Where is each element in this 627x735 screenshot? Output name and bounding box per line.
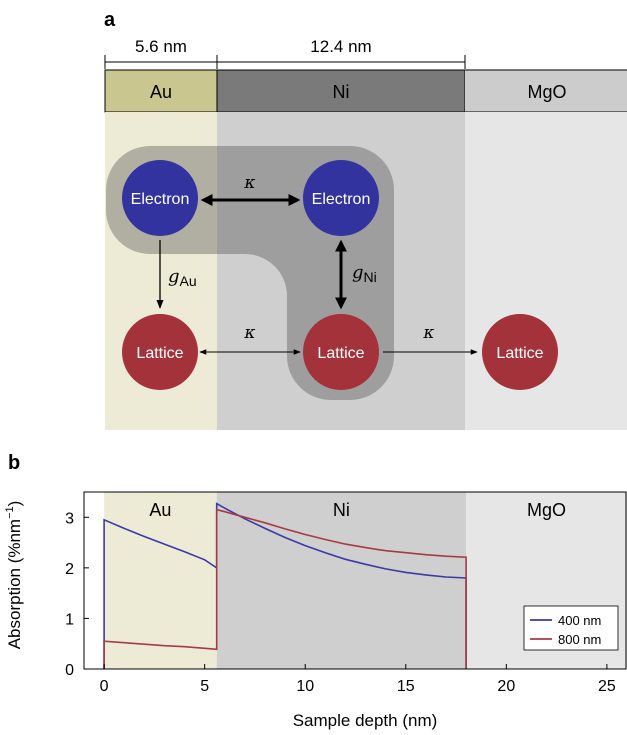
series-line-1: [103, 502, 467, 669]
au-layer-label: Au: [150, 82, 172, 102]
kappa-electron-label: κ: [243, 173, 255, 193]
mgo-lattice-label: Lattice: [496, 345, 543, 362]
y-axis-ticks: 0 1 2 3: [65, 510, 89, 679]
ni-electron-node: [303, 160, 379, 236]
legend-entry-label: 800 nm: [558, 632, 601, 647]
legend-box: [523, 605, 619, 651]
ni-chart-region-label: Ni: [333, 500, 350, 520]
panel-b-label: b: [8, 452, 20, 474]
y-tick-label: 3: [65, 510, 74, 527]
au-thickness-label: 5.6 nm: [135, 37, 187, 56]
au-lattice-node: [122, 314, 198, 390]
panel-a: a 5.6 nm 12.4 nm Au Ni MgO Electron Elec…: [104, 9, 627, 430]
chart-series: [103, 502, 467, 669]
ni-layer-label: Ni: [333, 82, 350, 102]
ni-electron-label: Electron: [312, 191, 371, 208]
mgo-lattice-node: [482, 314, 558, 390]
y-tick-label: 1: [65, 611, 74, 628]
kappa-lattice-right-label: κ: [422, 323, 434, 343]
au-lattice-label: Lattice: [136, 345, 183, 362]
panel-a-label: a: [104, 9, 116, 31]
au-electron-node: [122, 160, 198, 236]
mgo-layer-bar: [465, 70, 627, 112]
x-tick-label: 5: [200, 678, 209, 695]
g-ni-label: gNi: [352, 262, 377, 285]
chart-legend: 400 nm 800 nm: [523, 605, 619, 651]
series-line-2: [103, 508, 467, 669]
mgo-chart-region-label: MgO: [527, 500, 566, 520]
ni-lattice-node: [303, 314, 379, 390]
x-axis-title: Sample depth (nm): [293, 711, 438, 730]
x-tick-label: 20: [497, 678, 515, 695]
au-chart-region: [104, 492, 217, 669]
au-layer-bar: [104, 69, 218, 113]
dimension-markers: 5.6 nm 12.4 nm: [104, 37, 466, 69]
x-axis-ticks: 0 5 10 15 20 25: [100, 664, 616, 695]
y-axis-title: Absorption (%nm−1): [4, 501, 24, 650]
x-tick-label: 0: [100, 678, 109, 695]
x-tick-label: 25: [598, 678, 616, 695]
ni-lattice-label: Lattice: [317, 345, 364, 362]
x-tick-label: 15: [397, 678, 415, 695]
mgo-layer-label: MgO: [527, 82, 566, 102]
chart-region-labels: Au Ni MgO: [149, 500, 566, 520]
g-au-label: gAu: [168, 266, 197, 289]
ni-thickness-label: 12.4 nm: [310, 37, 371, 56]
au-electron-label: Electron: [131, 191, 190, 208]
y-tick-label: 2: [65, 561, 74, 578]
y-tick-label: 0: [65, 662, 74, 679]
mgo-region: [465, 112, 627, 430]
panel-b: b Au Ni MgO 0 5 10 15 20 25 0 1 2 3 Sample depth (…: [4, 452, 627, 730]
kappa-lattice-left-label: κ: [243, 323, 255, 343]
x-tick-label: 10: [296, 678, 314, 695]
au-chart-region-label: Au: [149, 500, 171, 520]
legend-entry-label: 400 nm: [558, 613, 601, 628]
plot-frame: [83, 491, 627, 670]
